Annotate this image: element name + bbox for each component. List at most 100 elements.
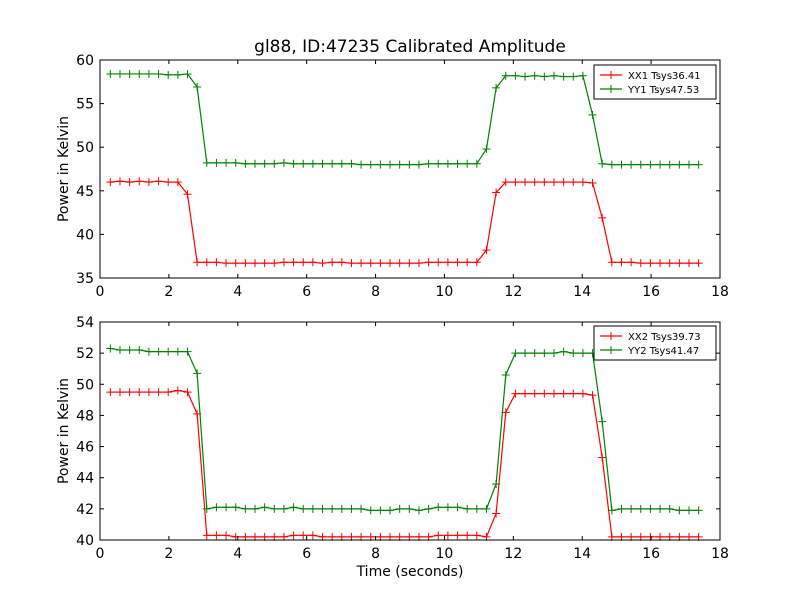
x-tick-label: 10 (436, 546, 454, 562)
data-point (559, 389, 568, 398)
data-point (694, 506, 703, 515)
data-point (212, 158, 221, 167)
data-point (559, 72, 568, 81)
legend: XX2 Tsys39.73 YY2 Tsys41.47 (593, 325, 717, 361)
data-point (443, 531, 452, 540)
data-point (521, 72, 530, 81)
x-tick-label: 12 (504, 546, 522, 562)
data-point (656, 504, 665, 513)
data-point (231, 503, 240, 512)
plot-frame (99, 321, 721, 541)
data-point (463, 258, 472, 267)
data-point (337, 504, 346, 513)
data-point (617, 160, 626, 169)
data-point (289, 258, 298, 267)
legend-marker (607, 71, 615, 79)
data-point (636, 259, 645, 268)
data-point (463, 531, 472, 540)
data-point (241, 259, 250, 268)
data-point (337, 258, 346, 267)
data-point (212, 503, 221, 512)
data-point (617, 258, 626, 267)
data-point (212, 258, 221, 267)
data-point (646, 259, 655, 268)
data-point (482, 144, 491, 153)
data-point (636, 160, 645, 169)
data-point (685, 160, 693, 169)
data-point (347, 504, 356, 513)
data-point (540, 178, 549, 187)
data-point (376, 506, 385, 515)
data-point (125, 346, 134, 355)
data-point (694, 160, 703, 169)
x-tick-label: 6 (302, 546, 311, 562)
data-point (357, 160, 366, 169)
data-point (164, 70, 173, 79)
data-point (414, 506, 423, 515)
data-point (279, 158, 288, 167)
data-point (530, 71, 539, 80)
data-point (154, 388, 163, 397)
data-point (578, 178, 587, 187)
data-point (299, 258, 308, 267)
y-tick-label: 35 (76, 271, 94, 287)
data-point (289, 159, 298, 168)
data-point (125, 178, 134, 187)
legend-label: XX2 Tsys39.73 (628, 332, 701, 343)
data-point (318, 159, 327, 168)
data-point (588, 110, 597, 119)
data-point (578, 71, 587, 80)
data-point (193, 258, 202, 267)
data-point (241, 159, 250, 168)
data-point (443, 159, 452, 168)
data-point (453, 258, 462, 267)
y-tick-label: 55 (76, 97, 94, 113)
data-point (443, 258, 452, 267)
y-tick-label: 50 (76, 377, 94, 393)
data-point (549, 389, 558, 398)
legend-box (593, 64, 717, 100)
data-point (183, 69, 192, 78)
data-point (521, 349, 530, 358)
data-point (598, 453, 607, 462)
legend-label: XX1 Tsys36.41 (628, 71, 701, 82)
data-point (453, 503, 462, 512)
data-point (540, 72, 549, 81)
data-point (463, 504, 472, 513)
data-point (492, 479, 501, 488)
data-point (665, 259, 674, 268)
data-point (598, 159, 607, 168)
data-point (299, 504, 308, 513)
data-point (357, 504, 366, 513)
data-point (443, 503, 452, 512)
data-point (125, 69, 134, 78)
data-point (559, 347, 568, 356)
data-point (627, 160, 636, 169)
data-point (617, 504, 626, 513)
data-point (231, 158, 240, 167)
y-tick-label: 45 (76, 184, 94, 200)
data-point (395, 259, 404, 268)
y-tick-label: 42 (76, 502, 94, 518)
data-point (347, 259, 356, 268)
data-point (125, 388, 134, 397)
x-tick-label: 4 (233, 546, 242, 562)
data-point (193, 369, 202, 378)
x-tick-label: 10 (436, 284, 454, 300)
data-point (627, 258, 636, 267)
data-point (405, 259, 414, 268)
data-point (376, 160, 385, 169)
data-point (279, 258, 288, 267)
data-point (685, 506, 693, 515)
y-tick-label: 52 (76, 346, 94, 362)
data-point (405, 504, 414, 513)
data-point (569, 389, 578, 398)
x-tick-label: 0 (96, 284, 105, 300)
data-point (492, 188, 501, 197)
data-point (463, 159, 472, 168)
data-point (675, 506, 684, 515)
data-point (472, 531, 481, 540)
data-point (386, 259, 395, 268)
data-point (607, 160, 616, 169)
y-axis-label: Power in Kelvin (56, 116, 72, 222)
